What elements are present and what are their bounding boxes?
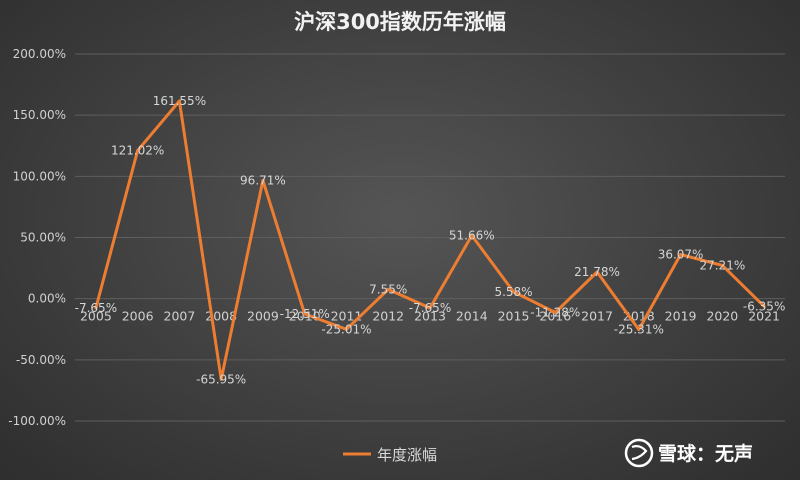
data-label: 96.71% bbox=[240, 173, 286, 187]
data-point bbox=[261, 178, 265, 182]
series-line bbox=[94, 99, 766, 381]
data-label: 5.58% bbox=[494, 285, 532, 299]
data-point bbox=[344, 327, 348, 331]
data-point bbox=[94, 306, 98, 310]
data-point bbox=[386, 287, 390, 291]
x-tick-label: 2007 bbox=[164, 309, 196, 324]
data-label: -6.35% bbox=[743, 299, 785, 313]
data-point bbox=[136, 149, 140, 153]
x-tick-label: 2017 bbox=[581, 309, 613, 324]
data-label: 21.78% bbox=[574, 265, 620, 279]
y-tick-label: -50.00% bbox=[16, 353, 66, 367]
data-label: -12.51% bbox=[280, 307, 330, 321]
series-polyline bbox=[94, 99, 766, 381]
x-axis-ticks: 2005 2006 2007 2008 2009 2010 2011 2012 2013 2014… bbox=[80, 309, 780, 324]
data-label: 7.55% bbox=[369, 282, 407, 296]
x-tick-label: 2021 bbox=[748, 309, 780, 324]
data-label: -25.31% bbox=[614, 323, 664, 337]
x-tick-label: 2006 bbox=[122, 309, 154, 324]
y-tick-label: -100.00% bbox=[8, 414, 66, 428]
data-labels: -7.65% 121.02% 161.55% -65.95% 96.71% -12.51%… bbox=[75, 94, 786, 386]
x-tick-label: 2014 bbox=[456, 309, 488, 324]
x-tick-label: 2005 bbox=[80, 309, 112, 324]
data-point bbox=[428, 306, 432, 310]
x-tick-label: 2020 bbox=[706, 309, 738, 324]
watermark: 雪球：无声 bbox=[624, 438, 753, 468]
data-point bbox=[219, 377, 223, 381]
x-tick-label: 2013 bbox=[414, 309, 446, 324]
y-axis-ticks: 200.00% 150.00% 100.00% 50.00% 0.00% -50.00% -… bbox=[8, 47, 66, 428]
data-point bbox=[595, 270, 599, 274]
chart-title: 沪深300指数历年涨幅 bbox=[294, 10, 506, 34]
data-label: -7.65% bbox=[75, 301, 117, 315]
data-point bbox=[177, 99, 181, 103]
x-tick-label: 2016 bbox=[539, 309, 571, 324]
x-tick-label: 2009 bbox=[247, 309, 279, 324]
y-tick-label: 100.00% bbox=[13, 169, 66, 183]
data-label: -25.01% bbox=[321, 322, 371, 336]
x-tick-label: 2019 bbox=[665, 309, 697, 324]
data-point bbox=[512, 290, 516, 294]
legend: 年度涨幅 bbox=[343, 446, 437, 464]
data-point bbox=[679, 253, 683, 257]
x-tick-label: 2010 bbox=[289, 309, 321, 324]
data-label: 121.02% bbox=[111, 144, 164, 158]
y-tick-label: 0.00% bbox=[28, 292, 66, 306]
data-label: -7.65% bbox=[409, 301, 451, 315]
data-point bbox=[303, 312, 307, 316]
data-point bbox=[720, 263, 724, 267]
watermark-text: 雪球：无声 bbox=[658, 442, 753, 465]
y-tick-label: 200.00% bbox=[13, 47, 66, 61]
grid-lines bbox=[75, 53, 785, 422]
x-tick-label: 2015 bbox=[498, 309, 530, 324]
data-label: 161.55% bbox=[153, 94, 206, 108]
data-point bbox=[553, 310, 557, 314]
data-label: 27.21% bbox=[699, 258, 745, 272]
data-label: -65.95% bbox=[196, 372, 246, 386]
data-label: 51.66% bbox=[449, 228, 495, 242]
data-label: -11.28% bbox=[530, 305, 580, 319]
data-point bbox=[762, 304, 766, 308]
x-tick-label: 2012 bbox=[372, 309, 404, 324]
data-label: 36.07% bbox=[658, 248, 704, 262]
data-point bbox=[637, 328, 641, 332]
y-tick-label: 50.00% bbox=[20, 231, 66, 245]
data-point bbox=[470, 233, 474, 237]
y-tick-label: 150.00% bbox=[13, 108, 66, 122]
snowball-logo-icon bbox=[624, 438, 654, 468]
legend-label: 年度涨幅 bbox=[377, 446, 437, 464]
